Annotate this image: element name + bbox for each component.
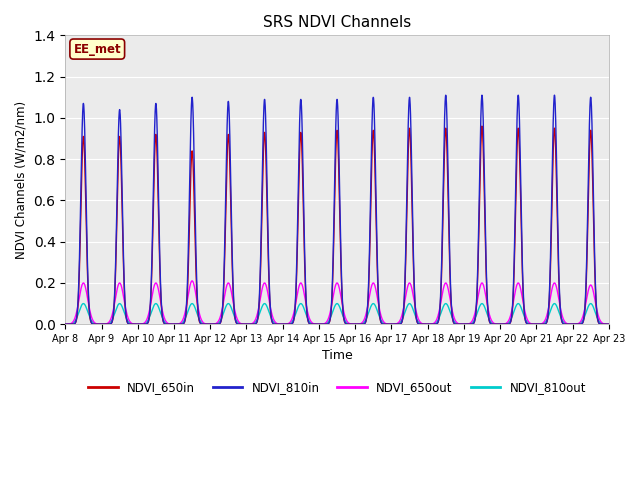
NDVI_650in: [605, 321, 612, 327]
NDVI_650out: [124, 312, 131, 318]
NDVI_650out: [270, 317, 278, 323]
Line: NDVI_650out: NDVI_650out: [65, 281, 609, 324]
NDVI_810out: [595, 317, 602, 323]
NDVI_650out: [61, 321, 69, 327]
Line: NDVI_810out: NDVI_810out: [65, 303, 609, 324]
Y-axis label: NDVI Channels (W/m2/nm): NDVI Channels (W/m2/nm): [15, 101, 28, 259]
NDVI_810out: [79, 300, 87, 306]
NDVI_810in: [550, 92, 558, 98]
NDVI_810in: [293, 237, 301, 242]
NDVI_650out: [536, 321, 543, 327]
NDVI_650out: [294, 291, 301, 297]
Text: EE_met: EE_met: [74, 43, 121, 56]
NDVI_810in: [124, 319, 131, 325]
NDVI_810out: [294, 306, 301, 312]
NDVI_650out: [156, 292, 163, 298]
NDVI_650out: [595, 313, 602, 319]
NDVI_810in: [536, 321, 543, 327]
NDVI_810in: [61, 321, 69, 327]
Line: NDVI_650in: NDVI_650in: [65, 126, 609, 324]
NDVI_650in: [270, 321, 278, 327]
X-axis label: Time: Time: [322, 349, 353, 362]
NDVI_810out: [156, 307, 164, 313]
Legend: NDVI_650in, NDVI_810in, NDVI_650out, NDVI_810out: NDVI_650in, NDVI_810in, NDVI_650out, NDV…: [83, 377, 591, 399]
NDVI_650in: [156, 254, 163, 260]
NDVI_810out: [124, 317, 131, 323]
NDVI_650in: [478, 123, 486, 129]
NDVI_650in: [61, 321, 69, 327]
NDVI_810out: [61, 321, 69, 327]
NDVI_650in: [595, 319, 602, 325]
Line: NDVI_810in: NDVI_810in: [65, 95, 609, 324]
NDVI_650out: [188, 278, 196, 284]
NDVI_650in: [293, 249, 301, 255]
Title: SRS NDVI Channels: SRS NDVI Channels: [263, 15, 411, 30]
NDVI_650in: [124, 319, 131, 325]
NDVI_810in: [156, 243, 163, 249]
NDVI_650out: [605, 321, 612, 327]
NDVI_810out: [605, 321, 612, 327]
NDVI_810in: [270, 321, 278, 327]
NDVI_810in: [605, 321, 612, 327]
NDVI_810out: [270, 319, 278, 325]
NDVI_810out: [536, 321, 543, 327]
NDVI_650in: [536, 321, 543, 327]
NDVI_810in: [595, 319, 602, 324]
